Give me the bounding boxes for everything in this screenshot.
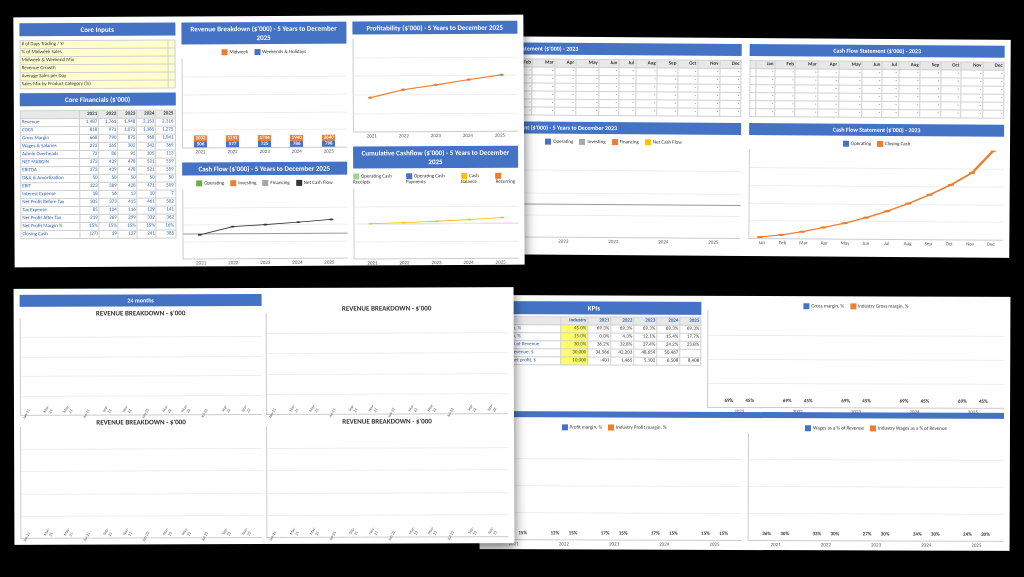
core-financials-header: Core Financials ($'000) [20, 92, 176, 106]
kpi-table: Industry20212022202320242025Gross Margin… [486, 316, 701, 366]
revenue-chart-b: Jan-21Mar-21May-21Jul-21Sep-21Nov-21Jan-… [266, 312, 508, 415]
revenue-legend: MidweekWeekends & Holidays [181, 48, 346, 57]
revenue-chart-a: Jan-21Mar-21May-21Jul-21Sep-21Nov-21Jan-… [20, 317, 262, 416]
cf-monthly-chart: JanFebMarAprMayJunJulAugSepOctNovDec [748, 149, 1004, 241]
dashboard-sheet-3: 24 months REVENUE BREAKDOWN - $'000 Jan-… [14, 287, 515, 545]
months-header: 24 months [20, 294, 262, 307]
cf-chart-header-1: Cash Flow Statement ($'000) - 2023 [750, 44, 1005, 58]
cf-monthly-legend: OperatingClosing Cash [749, 139, 1004, 149]
gross-margin-chart: 69%45%202169%45%202269%45%202369%45%2024… [707, 310, 1004, 409]
core-inputs-table: # of Days Trading / Yr % of Midweek Sale… [19, 39, 175, 89]
cf-statement-header: Cash Flow Statement ($'000) - 2023 [487, 42, 742, 56]
cashflow-legend: OperatingInvestingFinancingNet Cash Flow [182, 179, 347, 188]
cashflow-header: Cash Flow ($'000) - 5 Years to December … [182, 162, 347, 176]
dashboard-sheet-1: Core Inputs # of Days Trading / Yr % of … [13, 15, 524, 268]
cashflow-chart: 20212022202320242025 [182, 189, 348, 260]
cf-chart-header-2: Cash Flow Statement ($'000) - 2023 [749, 123, 1004, 137]
revenue-chart-c: Jan-21Mar-21May-21Jul-21Sep-21Nov-21Jan-… [20, 426, 262, 539]
profit-margin-chart: 4%15%202112%15%202217%15%202317%15%20241… [486, 432, 742, 541]
core-financials-table: 20212022202320242025Revenue1,4871,7611,9… [20, 109, 176, 239]
cf-monthly-table: JanFebMarAprMayJunJulAugSepOctNovDec ---… [749, 60, 1004, 119]
core-inputs-header: Core Inputs [19, 22, 175, 36]
cf-statement-table: JanFebMarAprMayJunJulAugSepOctNovDec ---… [486, 58, 741, 117]
revenue-breakdown-chart: 1032506202111915772022174472520231940786… [181, 58, 347, 149]
dashboard-sheet-2: Cash Flow Statement ($'000) - 2023 JanFe… [479, 36, 1011, 258]
flow-statement-header: Flow Statement ($'000) - 5 Years to Dece… [486, 121, 741, 135]
revenue-chart-d: Jan-21Mar-21May-21Jul-21Sep-21Nov-21Jan-… [266, 425, 508, 538]
cumulative-legend: Operating Cash ReceiptsOperating Cash Pa… [353, 172, 518, 187]
profitability-chart: 20212022202320242025 [352, 38, 518, 133]
profitability-header: Profitability ($'000) - 5 Years to Decem… [352, 21, 517, 35]
flow-legend: OperatingInvestingFinancingNet Cash Flow [486, 137, 741, 147]
kpis-header: KPIs [486, 301, 701, 315]
cumulative-header: Cumulative Cashflow ($'000) - 5 Years to… [353, 146, 518, 169]
cumulative-chart: 20212022202320242025 [353, 188, 519, 260]
revenue-breakdown-header: Revenue Breakdown ($'000) - 5 Years to D… [181, 22, 346, 45]
wages-chart: 36%30%202133%30%202227%30%202324%30%2024… [748, 433, 1004, 542]
dashboard-sheet-4: KPIs Industry20212022202320242025Gross M… [480, 295, 1011, 551]
